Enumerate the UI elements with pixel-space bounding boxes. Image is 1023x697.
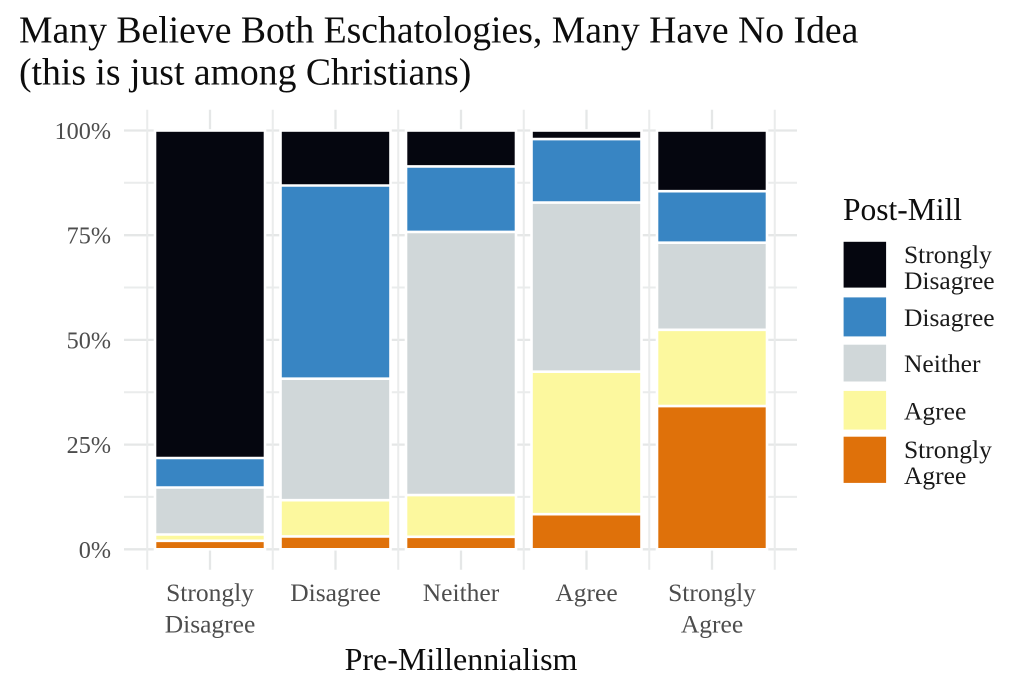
svg-text:Agree: Agree	[681, 610, 743, 639]
svg-text:Many Believe Both Eschatologie: Many Believe Both Eschatologies, Many Ha…	[19, 9, 859, 51]
svg-text:Strongly: Strongly	[904, 240, 992, 269]
svg-text:Agree: Agree	[904, 461, 966, 490]
svg-text:Strongly: Strongly	[166, 578, 254, 607]
svg-text:Strongly: Strongly	[668, 578, 756, 607]
svg-text:Disagree: Disagree	[290, 578, 381, 607]
svg-text:25%: 25%	[67, 432, 111, 459]
svg-text:Disagree: Disagree	[904, 303, 995, 332]
svg-text:75%: 75%	[67, 223, 111, 250]
svg-text:Disagree: Disagree	[904, 266, 995, 295]
svg-text:100%: 100%	[55, 118, 111, 145]
svg-text:Strongly: Strongly	[904, 435, 992, 464]
svg-text:Agree: Agree	[904, 397, 966, 426]
svg-text:Agree: Agree	[555, 578, 617, 607]
svg-text:Pre-Millennialism: Pre-Millennialism	[345, 641, 578, 677]
svg-text:Post-Mill: Post-Mill	[843, 192, 962, 227]
svg-text:50%: 50%	[67, 327, 111, 354]
svg-text:(this is just among Christians: (this is just among Christians)	[19, 52, 471, 94]
svg-text:Neither: Neither	[904, 349, 981, 378]
svg-text:Neither: Neither	[423, 578, 500, 607]
svg-text:Disagree: Disagree	[165, 610, 256, 639]
svg-text:0%: 0%	[79, 537, 111, 564]
